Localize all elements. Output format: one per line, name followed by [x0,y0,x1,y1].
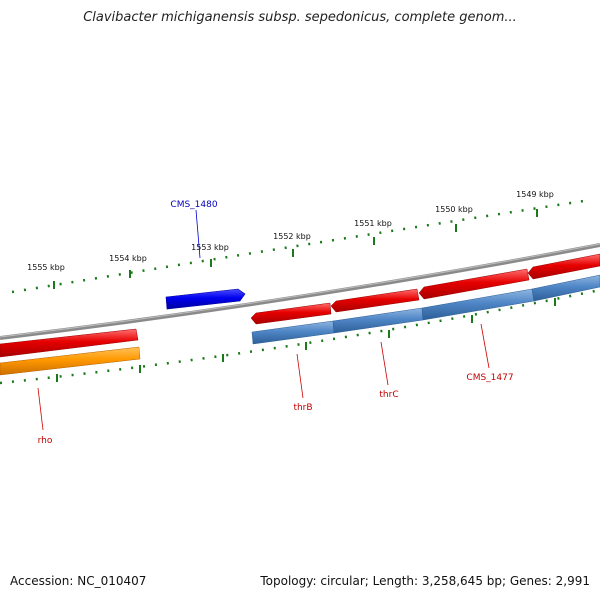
accession-text: Accession: NC_010407 [10,574,147,588]
gene-rho-red[interactable] [0,328,139,358]
kbp-label-1554: 1554 kbp [109,254,147,263]
kbp-label-1552: 1552 kbp [273,232,311,241]
gene-label-rho: rho [38,436,53,446]
gene-steel-4[interactable] [531,274,600,302]
gene-label-cms1480: CMS_1480 [170,200,217,210]
gene-red-1[interactable] [250,302,332,325]
kbp-label-1550: 1550 kbp [435,205,473,214]
gene-cms1480[interactable] [165,288,246,310]
gene-label-thrb: thrB [293,403,312,413]
gene-red-2[interactable] [330,288,420,313]
leader-lines [37,323,490,431]
gene-red-3[interactable] [418,268,530,300]
genome-summary-text: Topology: circular; Length: 3,258,645 bp… [260,574,590,588]
footer: Accession: NC_010407 Topology: circular;… [10,574,590,588]
gene-label-thrc: thrC [379,390,398,400]
inner-tick-ring [0,288,600,385]
inner-major-ticks [56,298,556,382]
kbp-label-1549: 1549 kbp [516,190,554,199]
gene-steel-2[interactable] [332,307,424,334]
kbp-label-1555: 1555 kbp [27,263,65,272]
map-title: Clavibacter michiganensis subsp. sepedon… [83,10,517,25]
gene-red-4[interactable] [527,253,600,280]
gene-label-cms1477: CMS_1477 [466,373,513,383]
kbp-label-1551: 1551 kbp [354,219,392,228]
gene-rho-orange[interactable] [0,346,141,376]
kbp-label-1553: 1553 kbp [191,243,229,252]
outer-major-ticks [53,209,538,289]
cms1480-leader-line [195,209,201,259]
genome-backbone [0,243,600,340]
